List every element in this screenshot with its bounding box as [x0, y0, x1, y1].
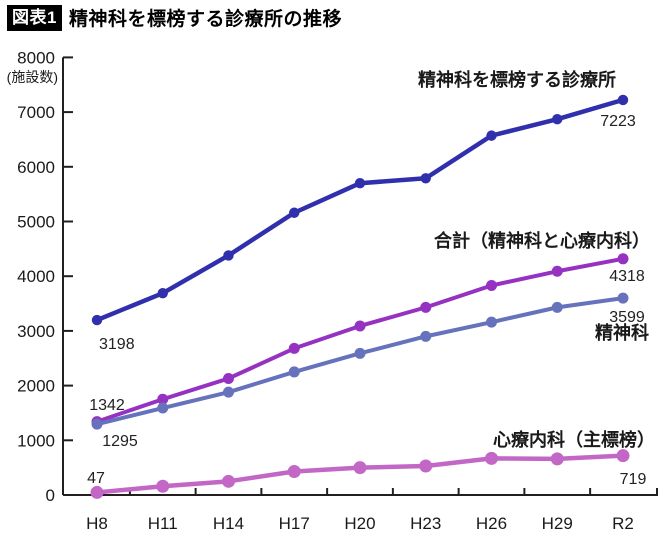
series-0-point-marker: [420, 173, 431, 184]
x-tick-label: H8: [86, 514, 108, 533]
value-annotation: 47: [87, 470, 105, 487]
y-tick-label: 1000: [17, 431, 55, 450]
series-3-point-marker: [156, 479, 170, 493]
x-tick-label: H23: [410, 514, 441, 533]
y-axis-unit-label: (施設数): [7, 69, 58, 85]
series-label-2: 精神科: [595, 322, 649, 343]
series-2-point-marker: [551, 301, 563, 313]
x-tick-label: H26: [476, 514, 507, 533]
y-tick-label: 3000: [17, 322, 55, 341]
series-line-2: [96, 296, 624, 427]
series-label-3: 心療内科（主標榜）: [493, 429, 655, 450]
series-0-point-marker: [354, 178, 366, 189]
y-tick-label: 5000: [17, 213, 55, 232]
series-2-point-marker: [354, 347, 366, 359]
y-tick-label: 7000: [17, 103, 55, 122]
x-tick-label: H14: [213, 514, 244, 533]
y-tick-label: 6000: [17, 158, 55, 177]
figure-number-badge: 図表1: [7, 4, 62, 31]
series-2-point-marker: [420, 330, 432, 342]
series-label-0: 精神科を標榜する診療所: [418, 69, 616, 90]
series-0-point-marker: [486, 130, 497, 141]
y-tick-label: 4000: [17, 267, 55, 286]
series-1-point-marker: [288, 342, 300, 354]
series-3-point-marker: [90, 485, 104, 499]
series-0-point-marker: [289, 207, 300, 218]
x-tick-label: H20: [344, 514, 375, 533]
y-tick-label: 2000: [17, 377, 55, 396]
series-1-point-marker: [157, 393, 169, 405]
value-annotation: 719: [620, 471, 647, 488]
y-tick-label: 8000: [17, 48, 55, 67]
series-2-point-marker: [223, 386, 234, 398]
series-3-point-marker: [550, 452, 564, 466]
value-annotation: 4318: [609, 268, 645, 285]
series-3-point-marker: [616, 449, 630, 463]
series-1-point-marker: [223, 372, 234, 384]
series-1-point-marker: [354, 320, 366, 332]
series-line-0: [96, 97, 624, 323]
value-annotation: 1342: [89, 397, 125, 414]
series-2-point-marker: [486, 316, 497, 328]
x-tick-label: H11: [148, 514, 178, 533]
series-0-point-marker: [157, 287, 168, 299]
series-2-point-marker: [91, 418, 103, 430]
series-0-point-marker: [91, 314, 103, 326]
series-3-point-marker: [485, 451, 498, 465]
chart-title: 精神科を標榜する診療所の推移: [68, 9, 342, 30]
series-3-point-marker: [419, 459, 433, 473]
series-2-point-marker: [288, 366, 300, 378]
value-annotation: 1295: [102, 433, 138, 450]
series-3-point-marker: [222, 474, 235, 488]
series-2-point-marker: [157, 402, 169, 414]
series-0-point-marker: [223, 250, 234, 261]
value-annotation: 3599: [609, 309, 645, 326]
series-1-point-marker: [617, 253, 629, 265]
series-0-point-marker: [552, 114, 563, 125]
series-1-point-marker: [420, 301, 432, 313]
y-tick-label: 0: [46, 486, 55, 505]
x-tick-label: H17: [279, 514, 310, 533]
series-label-1: 合計（精神科と心療内科）: [434, 230, 650, 251]
series-0-point-marker: [617, 94, 629, 106]
series-2-point-marker: [617, 292, 629, 304]
series-1-point-marker: [551, 265, 563, 277]
x-tick-label: R2: [612, 514, 634, 533]
chart-header: 図表1 精神科を標榜する診療所の推移: [7, 4, 342, 31]
x-tick-label: H29: [542, 514, 573, 533]
series-3-point-marker: [353, 461, 367, 475]
series-1-point-marker: [486, 279, 497, 291]
value-annotation: 3198: [99, 336, 135, 353]
series-3-point-marker: [287, 464, 301, 478]
value-annotation: 7223: [600, 113, 636, 130]
